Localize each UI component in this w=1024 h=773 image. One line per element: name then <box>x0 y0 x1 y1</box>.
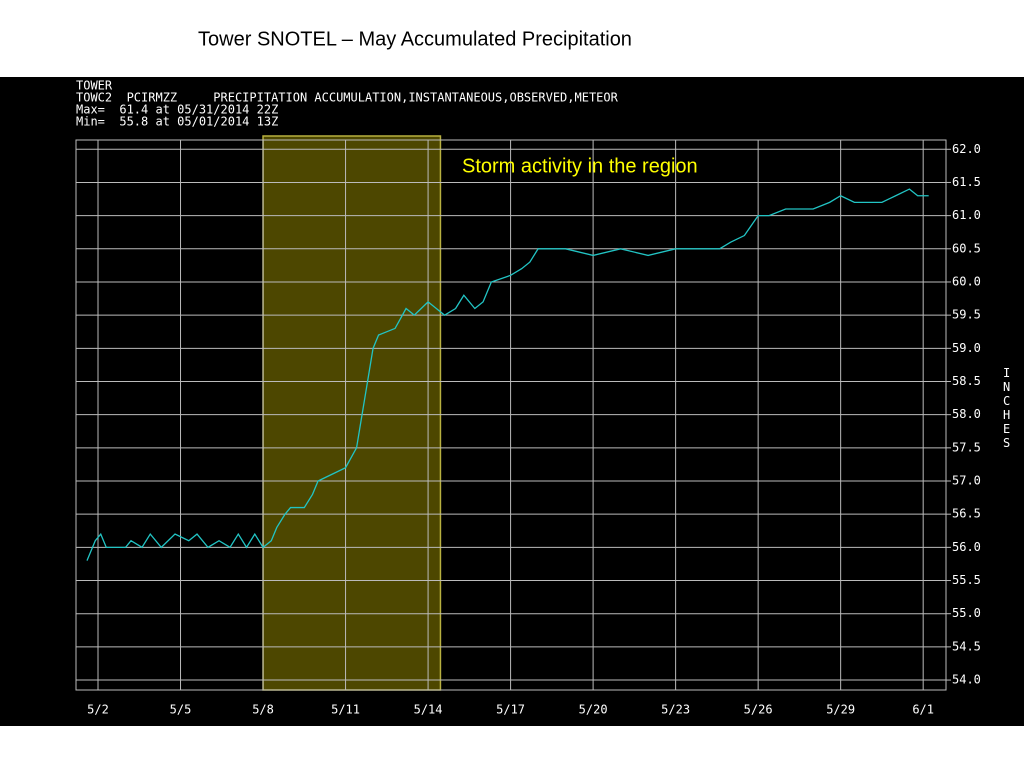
y-tick-label: 60.0 <box>952 274 981 288</box>
y-tick-label: 61.0 <box>952 208 981 222</box>
annotation: Storm activity in the region <box>462 155 698 177</box>
y-tick-label: 59.5 <box>952 308 981 322</box>
header-line: TOWC2 PCIRMZZ PRECIPITATION ACCUMULATION… <box>76 91 619 105</box>
y-tick-label: 56.5 <box>952 507 981 521</box>
y-tick-label: 58.0 <box>952 407 981 421</box>
x-tick-label: 5/14 <box>414 703 443 717</box>
y-tick-label: 58.5 <box>952 374 981 388</box>
x-tick-label: 5/2 <box>87 703 109 717</box>
x-tick-label: 5/8 <box>252 703 274 717</box>
highlight-region <box>262 135 442 691</box>
x-tick-label: 5/5 <box>170 703 192 717</box>
header-line: TOWER <box>76 79 113 93</box>
chart-title: Tower SNOTEL – May Accumulated Precipita… <box>198 28 632 50</box>
header-line: Max= 61.4 at 05/31/2014 22Z <box>76 103 278 117</box>
y-tick-label: 56.0 <box>952 540 981 554</box>
x-tick-label: 6/1 <box>912 703 934 717</box>
x-tick-label: 5/26 <box>744 703 773 717</box>
plot-frame <box>75 139 947 691</box>
x-tick-label: 5/23 <box>661 703 690 717</box>
x-tick-label: 5/29 <box>826 703 855 717</box>
y-tick-label: 54.0 <box>952 673 981 687</box>
y-tick-label: 57.0 <box>952 474 981 488</box>
y-tick-label: 60.5 <box>952 241 981 255</box>
y-tick-label: 59.0 <box>952 341 981 355</box>
data-line <box>86 188 929 561</box>
y-tick-label: 54.5 <box>952 639 981 653</box>
panel <box>0 77 1024 726</box>
y-tick-label: 61.5 <box>952 175 981 189</box>
y-axis-label: INCHES <box>1003 366 1011 450</box>
x-tick-label: 5/17 <box>496 703 525 717</box>
x-tick-label: 5/20 <box>579 703 608 717</box>
y-tick-label: 62.0 <box>952 142 981 156</box>
header-line: Min= 55.8 at 05/01/2014 13Z <box>76 115 278 129</box>
y-tick-label: 55.5 <box>952 573 981 587</box>
plot: 62.0 61.5 61.0 60.5 60.0 59.5 59.0 58.5 58.0 57.5… <box>75 135 981 717</box>
x-tick-label: 5/11 <box>331 703 360 717</box>
y-tick-label: 55.0 <box>952 606 981 620</box>
y-tick-label: 57.5 <box>952 440 981 454</box>
